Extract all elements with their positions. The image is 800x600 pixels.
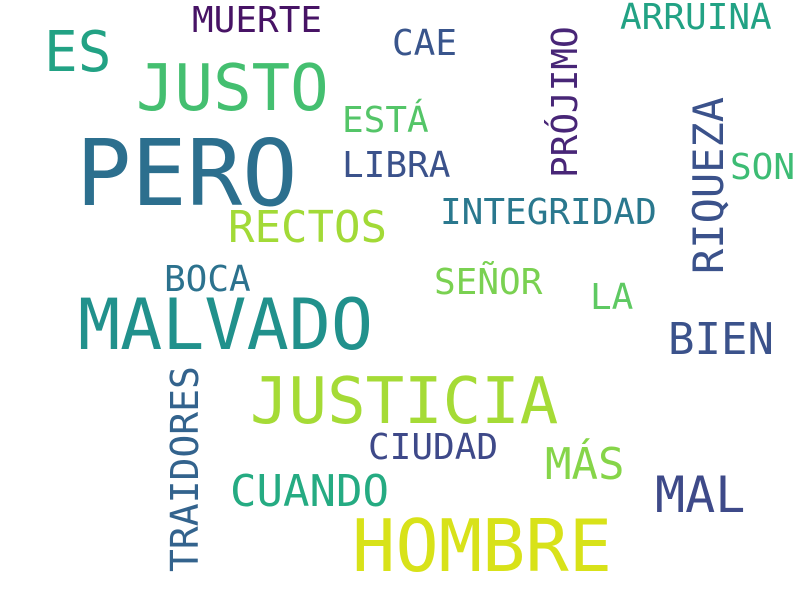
word-mal: MAL (655, 466, 746, 524)
word-mas: MÁS (545, 439, 625, 490)
word-pero: PERO (76, 120, 298, 227)
word-projimo: PRÓJIMO (545, 26, 586, 178)
word-justo: JUSTO (136, 52, 329, 126)
word-malvado: MALVADO (78, 284, 374, 366)
word-bien: BIEN (668, 314, 774, 365)
word-es: ES (44, 20, 112, 85)
word-libra: LIBRA (342, 145, 451, 186)
word-senor: SEÑOR (434, 262, 543, 303)
word-ciudad: CIUDAD (368, 427, 499, 468)
word-boca: BOCA (164, 259, 251, 300)
word-esta: ESTÁ (342, 100, 429, 141)
word-integridad: INTEGRIDAD (440, 192, 657, 233)
word-arruina: ARRUINA (620, 0, 772, 38)
word-la: LA (590, 277, 634, 318)
word-hombre: HOMBRE (352, 504, 613, 588)
word-traidores: TRAIDORES (163, 366, 207, 572)
word-justicia: JUSTICIA (250, 365, 559, 439)
word-muerte: MUERTE (192, 0, 323, 41)
word-cae: CAE (392, 23, 458, 64)
word-rectos: RECTOS (228, 202, 387, 253)
word-riqueza: RIQUEZA (684, 96, 733, 274)
word-son: SON (730, 147, 796, 188)
word-cuando: CUANDO (230, 466, 389, 517)
